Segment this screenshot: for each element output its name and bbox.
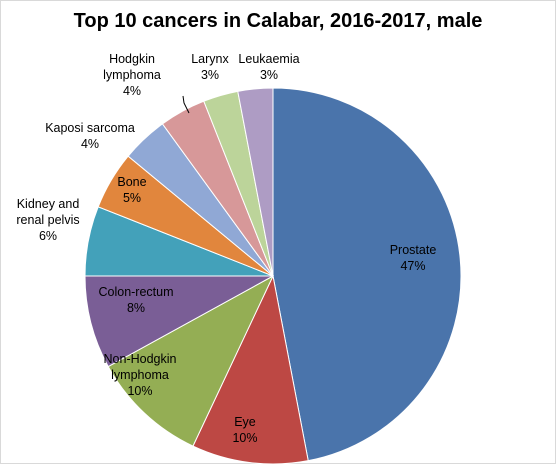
slice-value-label: 5%: [123, 191, 141, 205]
slice-category-label: Kidney and: [17, 197, 80, 211]
slice-category-label: Leukaemia: [238, 52, 299, 66]
slice-category-label: lymphoma: [111, 368, 169, 382]
slice-label: Eye 10%: [232, 415, 257, 445]
pie-slice: [237, 87, 274, 277]
slice-category-label: Eye: [234, 415, 256, 429]
slice-value-label: 10%: [232, 431, 257, 445]
slice-category-label: lymphoma: [103, 68, 161, 82]
slice-label: Non-Hodgkin lymphoma 10%: [104, 352, 177, 398]
slice-category-label: Kaposi sarcoma: [45, 121, 135, 135]
slice-value-label: 3%: [201, 68, 219, 82]
slice-value-label: 4%: [81, 137, 99, 151]
slice-category-label: Larynx: [191, 52, 229, 66]
slice-label: Bone 5%: [117, 175, 146, 205]
pie-slice: [272, 87, 462, 462]
pie-slice: [84, 275, 274, 368]
slice-category-label: Non-Hodgkin: [104, 352, 177, 366]
slice-label: Kidney and renal pelvis 6%: [16, 197, 79, 243]
slice-label: Larynx 3%: [191, 52, 229, 82]
slice-category-label: renal pelvis: [16, 213, 79, 227]
slice-category-label: Hodgkin: [109, 52, 155, 66]
slice-category-label: Prostate: [390, 243, 437, 257]
slice-value-label: 8%: [127, 301, 145, 315]
slice-value-label: 10%: [127, 384, 152, 398]
slice-category-label: Bone: [117, 175, 146, 189]
pie-slice: [192, 274, 309, 464]
slice-value-label: 4%: [123, 84, 141, 98]
slice-value-label: 3%: [260, 68, 278, 82]
leader-line: [182, 95, 190, 114]
slice-value-label: 6%: [39, 229, 57, 243]
chart-title: Top 10 cancers in Calabar, 2016-2017, ma…: [73, 10, 483, 32]
slice-label: Leukaemia 3%: [238, 52, 299, 82]
slice-label: Prostate 47%: [390, 243, 437, 273]
slice-category-label: Colon-rectum: [98, 285, 173, 299]
slice-label: Hodgkin lymphoma 4%: [103, 52, 161, 98]
pie-slice: [107, 274, 275, 447]
slice-value-label: 47%: [400, 259, 425, 273]
slice-label: Kaposi sarcoma 4%: [45, 121, 135, 151]
slice-label: Colon-rectum 8%: [98, 285, 173, 315]
